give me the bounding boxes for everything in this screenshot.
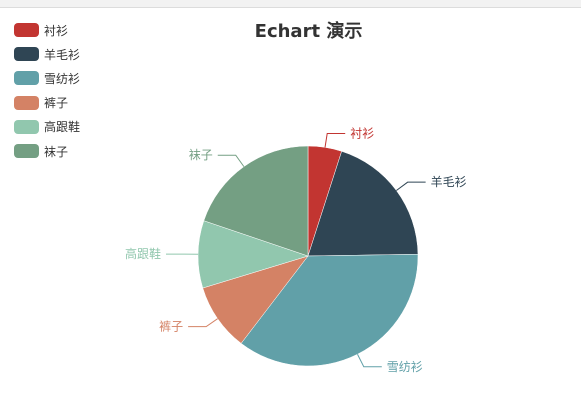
legend-item[interactable]: 羊毛衫 [14,42,80,66]
legend: 衬衫羊毛衫雪纺衫裤子高跟鞋袜子 [14,18,80,163]
browser-tab-strip [0,0,581,8]
legend-label: 雪纺衫 [44,71,81,86]
legend-item[interactable]: 袜子 [14,139,80,163]
legend-item[interactable]: 衬衫 [14,18,80,42]
slice-label: 裤子 [159,320,183,334]
legend-swatch [14,95,39,110]
label-line [188,318,218,328]
chart-title: Echart 演示 [254,21,363,42]
label-line [396,181,426,191]
label-line [217,154,245,167]
legend-item[interactable]: 雪纺衫 [14,66,80,90]
legend-item[interactable]: 高跟鞋 [14,115,80,139]
legend-swatch [14,119,39,134]
legend-label: 裤子 [44,96,69,111]
legend-label: 羊毛衫 [44,47,81,62]
pie-slice[interactable] [240,254,419,367]
legend-label: 衬衫 [44,23,69,38]
legend-label: 袜子 [44,144,69,159]
legend-swatch [14,71,39,86]
legend-swatch [14,47,39,62]
label-line [324,133,346,148]
label-line [357,354,382,368]
legend-swatch [14,23,39,38]
slice-label: 袜子 [189,148,213,162]
legend-label: 高跟鞋 [44,120,81,135]
slice-label: 高跟鞋 [125,246,161,261]
slice-label: 羊毛衫 [431,174,467,189]
legend-item[interactable]: 裤子 [14,91,80,115]
slice-label: 雪纺衫 [387,360,423,374]
legend-swatch [14,144,39,159]
slice-label: 衬衫 [350,127,374,141]
